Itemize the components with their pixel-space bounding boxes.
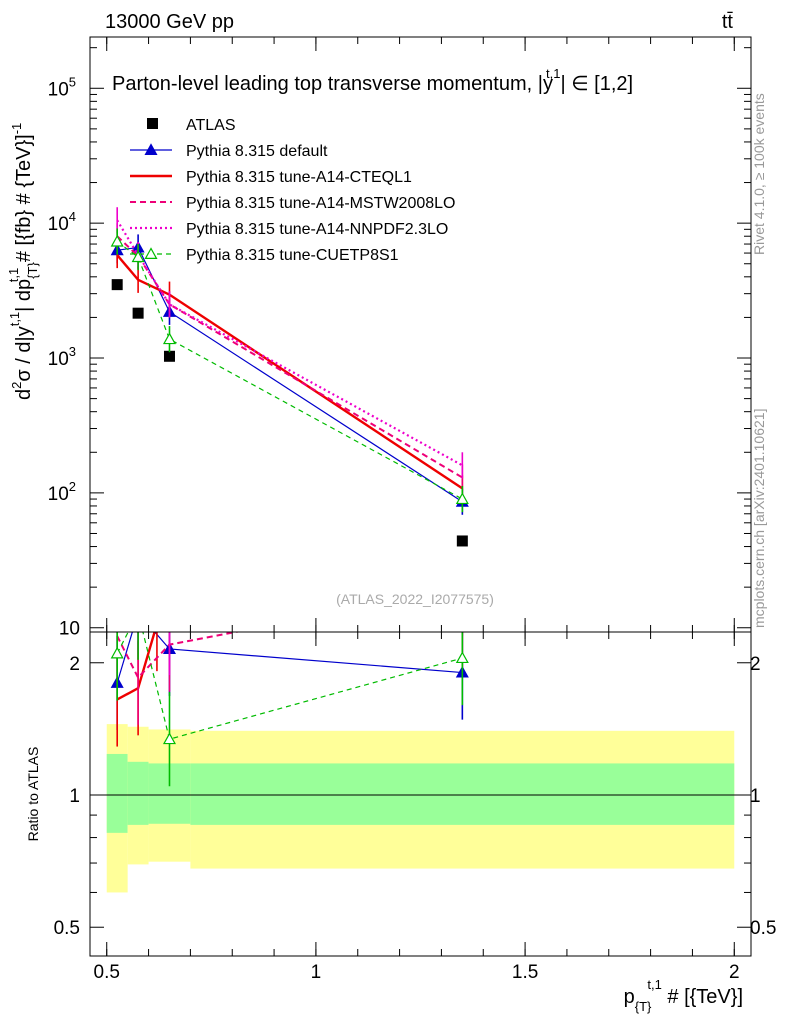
ylabel-T: {T}: [25, 262, 40, 279]
xlabel-t1: t,1: [647, 977, 661, 992]
ylabel-t1b: t,1: [6, 268, 21, 282]
ratio-data-layer: [90, 551, 751, 893]
x-tick-label: 0.5: [94, 962, 120, 983]
analysis-watermark: (ATLAS_2022_I2077575): [336, 591, 494, 607]
x-tick-label: 1.5: [512, 962, 538, 983]
atlas-data-point: [456, 535, 468, 547]
ratio-y-tick-label-left: 2: [69, 654, 80, 675]
xlabel-tail: # [{TeV}]: [662, 986, 743, 1008]
uncertainty-band-inner: [127, 761, 149, 825]
ratio-cteql1-line: [116, 632, 156, 701]
y-tick-label: 104: [48, 209, 76, 235]
ratio-y-tick-label-right: 2: [750, 654, 761, 675]
nnpdf-series-line: [116, 219, 463, 467]
legend-label-cteql1: Pythia 8.315 tune-A14-CTEQL1: [186, 169, 412, 186]
legend-default-marker: [144, 143, 158, 155]
ratio-default-line: [116, 632, 463, 684]
legend-atlas-marker: [147, 118, 158, 129]
legend-label-default: Pythia 8.315 default: [186, 143, 328, 160]
main-panel: 10 102 103 104 105 Parton-level leading top …: [6, 36, 752, 640]
legend-cuetp8s1-marker: [144, 247, 158, 259]
ylabel-mid1: σ / d|y: [13, 326, 35, 381]
energy-label: 13000 GeV pp: [105, 11, 234, 33]
legend-label-atlas: ATLAS: [186, 117, 236, 134]
ratio-panel-frame: [89, 631, 752, 957]
xlabel-p: p: [624, 986, 635, 1008]
ratio-cuetp8s1-marker: [162, 732, 177, 745]
ylabel-m1: -1: [9, 123, 24, 135]
ylabel-mid2: | dp: [13, 279, 35, 312]
main-data-layer: [110, 207, 469, 547]
ylabel-mid3: # [{fb} # {TeV}]: [13, 134, 35, 267]
atlas-data-point: [163, 350, 175, 362]
legend-label-cuetp8s1: Pythia 8.315 tune-CUETP8S1: [186, 247, 399, 264]
x-tick-label: 2: [729, 962, 740, 983]
ratio-y-tick-label-left: 1: [69, 786, 80, 807]
xlabel-T: {T}: [635, 999, 652, 1014]
x-tick-label: 1: [311, 962, 322, 983]
rivet-label: Rivet 4.1.0, ≥ 100k events: [751, 93, 767, 255]
y-tick-label: 102: [48, 479, 76, 505]
uncertainty-band-inner: [106, 753, 128, 833]
y-tick-label: 105: [48, 74, 76, 100]
main-axes: 10 102 103 104 105: [48, 37, 751, 640]
ratio-mstw-line: [116, 632, 241, 680]
main-title-tail: | ∈ [1,2]: [560, 73, 633, 95]
ratio-cuetp8s1-marker: [455, 651, 469, 664]
ratio-y-tick-label-right: 0.5: [750, 918, 776, 939]
ratio-panel: 0.5 0.5 1 1 2 2 0.5 1 1.5 2 Ratio to ATLAS p{T} t,…: [25, 551, 776, 1014]
uncertainty-band-inner: [190, 763, 735, 825]
ylabel-t1a: t,1: [7, 312, 22, 326]
ratio-axes: 0.5 0.5 1 1 2 2 0.5 1 1.5 2: [54, 632, 776, 983]
main-title-y: y: [543, 73, 553, 95]
cuetp8s1-marker: [131, 250, 145, 263]
ratio-nnpdf-line: [117, 551, 462, 628]
legend-label-nnpdf: Pythia 8.315 tune-A14-NNPDF2.3LO: [186, 221, 448, 238]
ratio-ylabel: Ratio to ATLAS: [25, 747, 41, 842]
cuetp8s1-marker: [455, 492, 469, 505]
main-title-text: Parton-level leading top transverse mome…: [112, 73, 543, 95]
atlas-data-point: [132, 307, 144, 319]
legend-label-mstw: Pythia 8.315 tune-A14-MSTW2008LO: [186, 195, 455, 212]
x-axis-label: p{T} t,1 # [{TeV}]: [624, 977, 743, 1014]
ratio-cuetp8s1-marker: [110, 646, 124, 659]
ylabel-d: d: [13, 389, 35, 400]
cuetp8s1-marker: [110, 234, 124, 247]
ratio-cuetp8s1-line: [116, 632, 463, 740]
mstw-series-line: [116, 235, 463, 479]
ratio-default-marker: [133, 607, 144, 617]
mcplots-label: mcplots.cern.ch [arXiv:2401.10621]: [751, 409, 767, 628]
main-title-y-sup: t,1: [546, 66, 560, 81]
main-title: Parton-level leading top transverse mome…: [112, 66, 633, 95]
ratio-y-tick-label-right: 1: [750, 786, 761, 807]
cuetp8s1-series-line: [116, 241, 463, 500]
cteql1-series-line: [116, 254, 463, 490]
y-tick-label: 103: [48, 344, 76, 370]
ylabel-2: 2: [9, 382, 24, 389]
main-ylabel: d2σ / d|yt,1| dp{T}t,1 # [{fb} # {TeV}]-…: [6, 123, 40, 400]
ratio-y-tick-label-left: 0.5: [54, 918, 80, 939]
legend: ATLAS Pythia 8.315 default Pythia 8.315 tu…: [130, 117, 455, 264]
process-label: tt̄: [722, 11, 734, 33]
cuetp8s1-marker: [162, 332, 177, 345]
atlas-data-point: [111, 279, 123, 291]
y-tick-label: 10: [59, 619, 80, 640]
ratio-cuetp8s1-marker: [133, 607, 144, 617]
